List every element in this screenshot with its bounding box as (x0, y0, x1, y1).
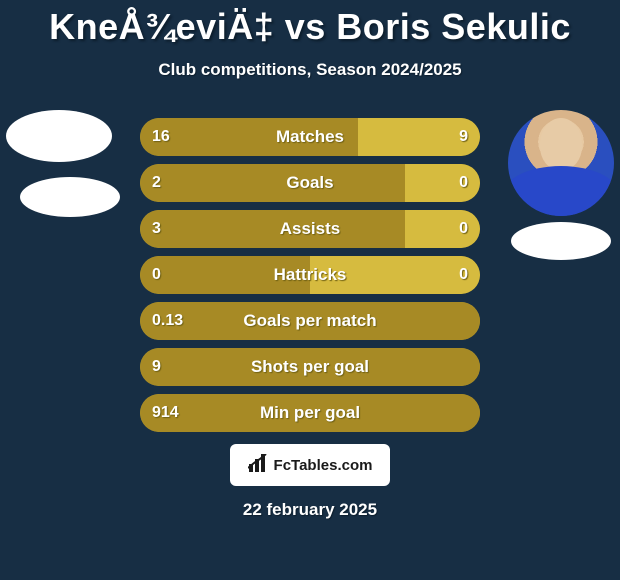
stat-fill-right (405, 210, 480, 248)
player-right-block (508, 110, 614, 260)
stat-fill-right (358, 118, 480, 156)
stat-fill-left (140, 348, 480, 386)
player-right-flag-placeholder (511, 222, 611, 260)
stat-fill-left (140, 256, 310, 294)
stat-row: Min per goal914 (140, 394, 480, 432)
stat-bars-container: Matches169 Goals20 Assists30 Hattricks00 Goa… (140, 118, 480, 440)
player-left-block (6, 110, 120, 217)
stat-fill-right (405, 164, 480, 202)
player-right-avatar (508, 110, 614, 216)
stat-fill-right (310, 256, 480, 294)
player-left-flag-placeholder (20, 177, 120, 217)
player-left-avatar-placeholder (6, 110, 112, 162)
stat-track (140, 394, 480, 432)
page-title: KneÅ¾eviÄ‡ vs Boris Sekulic (0, 0, 620, 48)
stat-fill-left (140, 118, 358, 156)
stat-fill-left (140, 394, 480, 432)
stat-fill-left (140, 302, 480, 340)
stat-track (140, 256, 480, 294)
stat-row: Goals per match0.13 (140, 302, 480, 340)
stat-row: Goals20 (140, 164, 480, 202)
page-subtitle: Club competitions, Season 2024/2025 (0, 60, 620, 80)
branding-text: FcTables.com (274, 457, 373, 474)
stat-row: Shots per goal9 (140, 348, 480, 386)
stat-track (140, 210, 480, 248)
stat-track (140, 302, 480, 340)
stat-row: Assists30 (140, 210, 480, 248)
stat-track (140, 118, 480, 156)
date-stamp: 22 february 2025 (0, 500, 620, 520)
stat-fill-left (140, 164, 405, 202)
branding-badge: FcTables.com (230, 444, 390, 486)
bars-icon (248, 454, 270, 477)
stat-row: Hattricks00 (140, 256, 480, 294)
stat-fill-left (140, 210, 405, 248)
stat-track (140, 348, 480, 386)
stat-track (140, 164, 480, 202)
stat-row: Matches169 (140, 118, 480, 156)
